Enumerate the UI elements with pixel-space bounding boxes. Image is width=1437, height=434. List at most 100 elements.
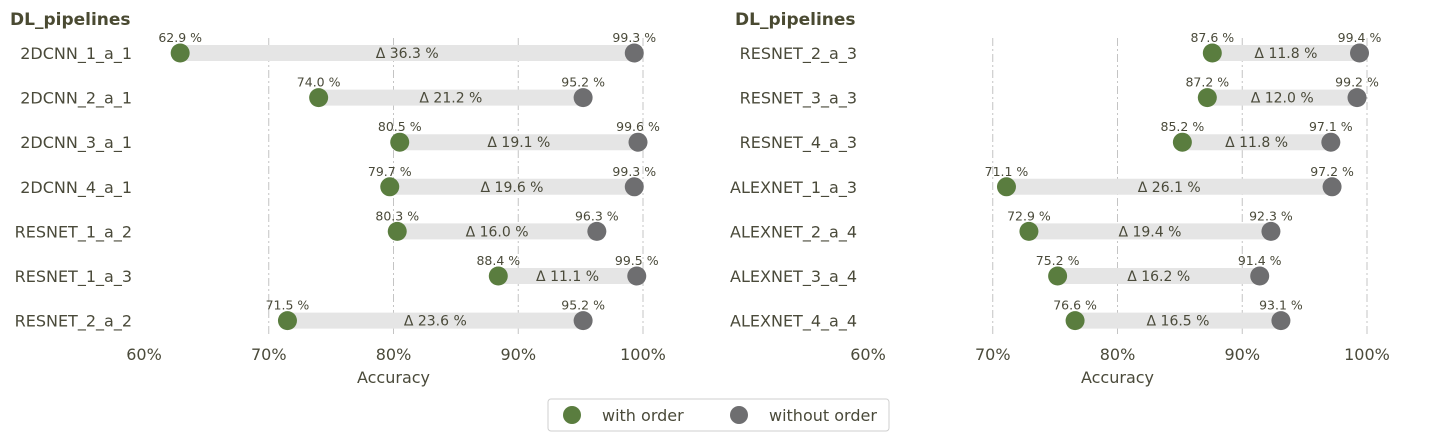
with-order-point: [996, 177, 1016, 197]
without-order-value-label: 96.3 %: [575, 208, 619, 223]
with-order-point: [1172, 132, 1192, 152]
without-order-point: [573, 311, 593, 331]
without-order-value-label: 93.1 %: [1259, 298, 1303, 313]
legend-without-order-label: without order: [769, 406, 877, 425]
x-tick-label: 90%: [1224, 345, 1260, 364]
without-order-value-label: 99.6 %: [616, 119, 660, 134]
category-label: 2DCNN_4_a_1: [20, 178, 132, 198]
with-order-point: [1065, 311, 1085, 331]
delta-label: Δ 16.2 %: [1127, 269, 1190, 285]
without-order-value-label: 99.3 %: [612, 164, 656, 179]
without-order-point: [573, 88, 593, 108]
without-order-point: [628, 132, 648, 152]
with-order-point: [387, 221, 407, 241]
legend-with-order-label: with order: [602, 406, 684, 425]
x-tick-label: 100%: [620, 345, 666, 364]
category-label: RESNET_3_a_3: [740, 89, 857, 109]
chart-panel-right: DL_pipelines 60% 70% 80% 90% 100% Accuracy RESN…: [730, 10, 1390, 387]
delta-label: Δ 23.6 %: [404, 314, 467, 330]
with-order-point: [390, 132, 410, 152]
category-label: RESNET_4_a_3: [740, 133, 857, 153]
without-order-point: [587, 221, 607, 241]
delta-label: Δ 11.1 %: [536, 269, 599, 285]
with-order-value-label: 75.2 %: [1036, 253, 1080, 268]
with-order-value-label: 88.4 %: [476, 253, 520, 268]
with-order-point: [1048, 266, 1068, 286]
with-order-value-label: 71.5 %: [266, 298, 310, 313]
with-order-point: [1202, 43, 1222, 63]
with-order-value-label: 80.3 %: [375, 208, 419, 223]
x-tick-label: 60%: [850, 345, 886, 364]
without-order-point: [1321, 132, 1341, 152]
without-order-point: [1350, 43, 1370, 63]
without-order-value-label: 92.3 %: [1249, 208, 1293, 223]
category-label: ALEXNET_2_a_4: [730, 222, 857, 242]
with-order-point: [1197, 88, 1217, 108]
x-axis-label: Accuracy: [357, 368, 430, 387]
category-label: RESNET_2_a_3: [740, 44, 857, 64]
with-order-value-label: 72.9 %: [1007, 208, 1051, 223]
delta-label: Δ 19.6 %: [481, 180, 544, 196]
x-axis-label: Accuracy: [1081, 368, 1154, 387]
without-order-value-label: 99.4 %: [1338, 30, 1382, 45]
with-order-value-label: 80.5 %: [378, 119, 422, 134]
with-order-value-label: 87.6 %: [1190, 30, 1234, 45]
delta-label: Δ 36.3 %: [376, 46, 439, 62]
without-order-point: [1261, 221, 1281, 241]
without-order-point: [1250, 266, 1270, 286]
without-order-value-label: 97.2 %: [1310, 164, 1354, 179]
with-order-point: [380, 177, 400, 197]
delta-label: Δ 11.8 %: [1254, 46, 1317, 62]
x-tick-label: 80%: [1100, 345, 1136, 364]
legend: with order without order: [547, 398, 890, 432]
without-order-point: [1271, 311, 1291, 331]
legend-frame: [547, 398, 890, 432]
legend-with-order-marker: [563, 406, 581, 424]
category-label: RESNET_2_a_2: [15, 312, 132, 332]
without-order-point: [624, 177, 644, 197]
without-order-value-label: 95.2 %: [561, 75, 605, 90]
chart-title: DL_pipelines: [10, 10, 131, 30]
delta-label: Δ 19.1 %: [487, 135, 550, 151]
delta-label: Δ 19.4 %: [1118, 224, 1181, 240]
category-label: 2DCNN_1_a_1: [20, 44, 132, 64]
x-tick-label: 100%: [1344, 345, 1390, 364]
with-order-point: [309, 88, 329, 108]
delta-label: Δ 11.8 %: [1225, 135, 1288, 151]
category-label: 2DCNN_2_a_1: [20, 89, 132, 109]
without-order-value-label: 91.4 %: [1238, 253, 1282, 268]
without-order-value-label: 99.2 %: [1335, 75, 1379, 90]
delta-label: Δ 21.2 %: [419, 91, 482, 107]
legend-without-order-marker: [730, 406, 748, 424]
with-order-value-label: 87.2 %: [1185, 75, 1229, 90]
x-tick-label: 60%: [126, 345, 162, 364]
without-order-value-label: 97.1 %: [1309, 119, 1353, 134]
delta-label: Δ 16.0 %: [466, 224, 529, 240]
with-order-value-label: 62.9 %: [158, 30, 202, 45]
x-tick-label: 90%: [500, 345, 536, 364]
with-order-point: [488, 266, 508, 286]
category-label: RESNET_1_a_2: [15, 222, 132, 242]
x-tick-label: 70%: [251, 345, 287, 364]
with-order-point: [1019, 221, 1039, 241]
with-order-point: [170, 43, 190, 63]
category-label: ALEXNET_1_a_3: [730, 178, 857, 198]
x-tick-label: 80%: [376, 345, 412, 364]
delta-label: Δ 12.0 %: [1251, 91, 1314, 107]
without-order-point: [627, 266, 647, 286]
with-order-point: [277, 311, 297, 331]
without-order-value-label: 95.2 %: [561, 298, 605, 313]
category-label: 2DCNN_3_a_1: [20, 133, 132, 153]
with-order-value-label: 76.6 %: [1053, 298, 1097, 313]
delta-label: Δ 16.5 %: [1147, 314, 1210, 330]
with-order-value-label: 79.7 %: [368, 164, 412, 179]
category-label: ALEXNET_3_a_4: [730, 267, 857, 287]
without-order-point: [1347, 88, 1367, 108]
chart-title: DL_pipelines: [735, 10, 856, 30]
without-order-point: [624, 43, 644, 63]
x-tick-label: 70%: [975, 345, 1011, 364]
without-order-value-label: 99.3 %: [612, 30, 656, 45]
chart-panel-left: DL_pipelines 60% 70% 80% 90% 100% Accuracy 2DCN…: [10, 10, 666, 387]
category-label: RESNET_1_a_3: [15, 267, 132, 287]
